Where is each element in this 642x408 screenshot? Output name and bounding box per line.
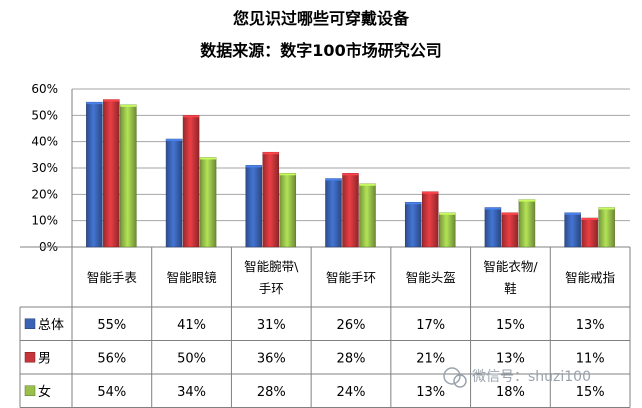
- legend-label: 总体: [38, 318, 64, 333]
- chart-title: 您见识过哪些可穿戴设备: [233, 9, 410, 28]
- data-label: 26%: [337, 318, 366, 333]
- bar-top-highlight: [342, 173, 359, 176]
- bar-女-0: [120, 104, 137, 248]
- bar-top-highlight: [518, 199, 535, 202]
- bar-top-highlight: [120, 104, 137, 107]
- data-label: 41%: [177, 318, 206, 333]
- y-tick-label: 20%: [31, 187, 58, 201]
- bar-男-3: [342, 173, 359, 248]
- bar-top-highlight: [166, 139, 183, 142]
- bar-top-highlight: [86, 102, 103, 105]
- data-label: 28%: [257, 385, 286, 400]
- watermark-text: 微信号：shuzi100: [472, 369, 591, 385]
- x-category-label: 智能手表: [87, 270, 138, 285]
- data-label: 18%: [496, 385, 525, 400]
- legend-key-女: [24, 385, 36, 396]
- legend-label: 女: [38, 384, 51, 400]
- bar-top-highlight: [439, 212, 456, 215]
- bar-男-2: [262, 151, 280, 248]
- bar-top-highlight: [484, 207, 501, 210]
- legend-label: 男: [38, 351, 51, 366]
- data-label: 55%: [97, 318, 126, 333]
- data-label: 28%: [337, 351, 366, 366]
- data-label: 24%: [337, 385, 366, 400]
- data-label: 15%: [496, 318, 525, 333]
- data-label: 13%: [416, 385, 445, 400]
- x-category-label: 智能眼镜: [167, 270, 218, 285]
- x-category-label: 智能手环: [326, 270, 376, 285]
- bar-女-6: [598, 207, 615, 248]
- bar-top-highlight: [405, 202, 422, 205]
- legend-key-男: [24, 352, 36, 363]
- bar-总体-2: [245, 165, 263, 248]
- bar-女-3: [359, 183, 376, 248]
- wechat-icon-bubble: [453, 374, 467, 388]
- bar-top-highlight: [581, 218, 598, 221]
- data-label: 36%: [257, 351, 286, 366]
- bar-top-highlight: [200, 157, 217, 160]
- bar-男-0: [103, 99, 120, 248]
- data-label: 54%: [97, 385, 126, 400]
- bar-女-2: [279, 173, 297, 248]
- data-label: 17%: [416, 318, 445, 333]
- y-tick-label: 30%: [31, 161, 58, 175]
- bar-top-highlight: [279, 173, 296, 176]
- bar-总体-6: [564, 212, 581, 248]
- bar-top-highlight: [598, 207, 615, 210]
- bar-top-highlight: [262, 152, 279, 155]
- data-label: 31%: [257, 318, 286, 333]
- bar-男-4: [421, 191, 439, 248]
- x-category-label: 智能戒指: [565, 270, 615, 285]
- bar-总体-0: [86, 101, 103, 248]
- bar-男-6: [581, 217, 598, 248]
- bar-top-highlight: [564, 212, 581, 215]
- bar-top-highlight: [103, 99, 120, 102]
- legend-key-总体: [24, 318, 36, 329]
- bar-top-highlight: [245, 165, 262, 168]
- bar-女-4: [438, 212, 456, 248]
- bar-总体-1: [165, 138, 183, 248]
- wechat-icon: [443, 367, 461, 385]
- x-category-label: 智能腕带\手环: [244, 259, 299, 296]
- bar-总体-4: [404, 201, 422, 248]
- x-category-label: 智能头盔: [406, 270, 456, 285]
- bar-总体-3: [325, 178, 342, 248]
- data-label: 34%: [177, 385, 206, 400]
- data-label: 56%: [97, 351, 126, 366]
- data-label: 50%: [177, 351, 206, 366]
- bar-女-1: [199, 157, 217, 248]
- chart-subtitle: 数据来源：数字100市场研究公司: [200, 41, 441, 60]
- data-label: 13%: [576, 318, 605, 333]
- wechat-watermark: 微信号：shuzi100: [443, 367, 591, 388]
- data-label: 11%: [576, 351, 605, 366]
- bar-top-highlight: [359, 183, 376, 186]
- y-tick-label: 40%: [31, 135, 58, 149]
- y-tick-label: 60%: [31, 82, 58, 96]
- bar-女-5: [518, 199, 536, 248]
- bar-男-1: [182, 115, 200, 248]
- bar-top-highlight: [501, 212, 518, 215]
- x-category-label: 智能衣物/鞋: [483, 259, 538, 296]
- bar-top-highlight: [325, 178, 342, 181]
- bar-总体-5: [484, 207, 502, 248]
- bar-top-highlight: [422, 191, 439, 194]
- data-label: 21%: [416, 351, 445, 366]
- data-label: 13%: [496, 351, 525, 366]
- y-tick-label: 50%: [31, 108, 58, 122]
- data-label: 15%: [576, 385, 605, 400]
- y-tick-label: 10%: [31, 214, 58, 228]
- bar-男-5: [501, 212, 519, 248]
- bar-top-highlight: [183, 115, 200, 118]
